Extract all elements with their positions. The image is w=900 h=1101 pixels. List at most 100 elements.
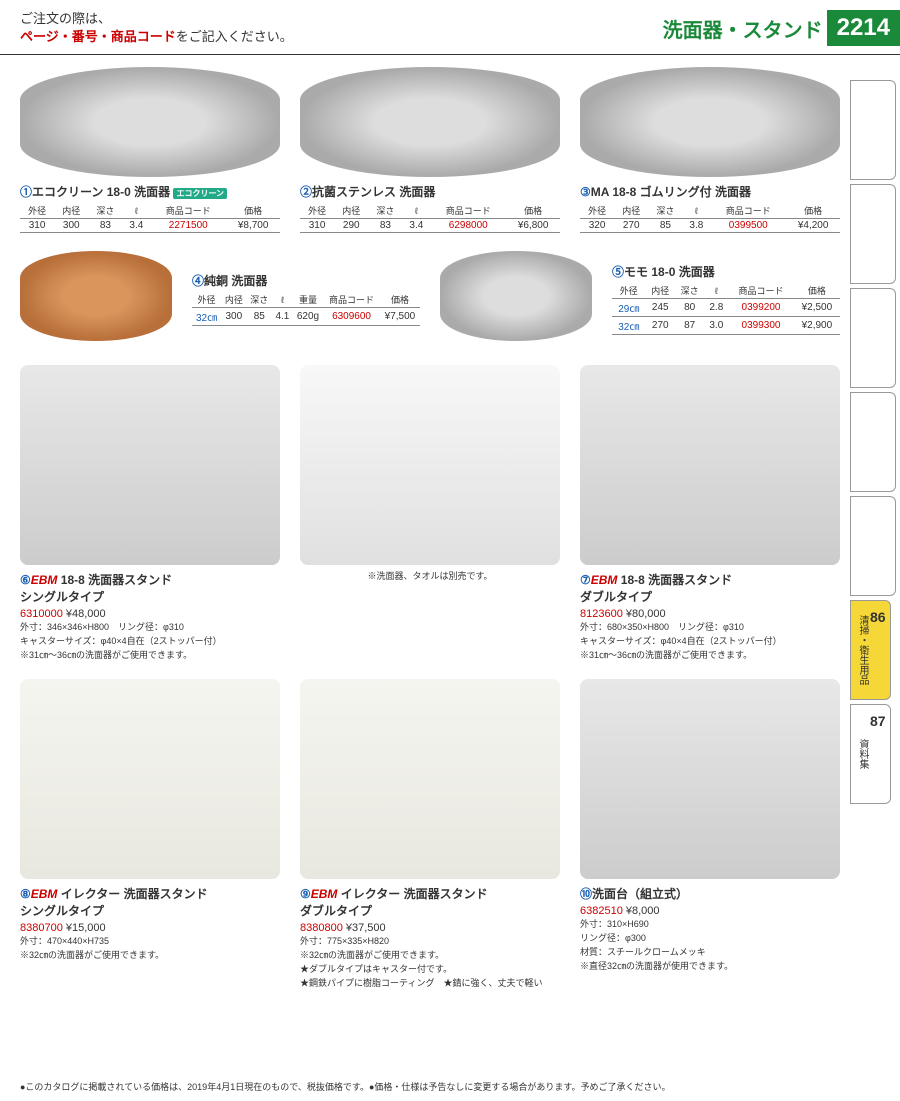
- spec-note: リング径：φ300: [580, 933, 840, 945]
- product-image: [300, 679, 560, 879]
- product-6-alt: ※洗面器、タオルは別売です。: [300, 365, 560, 661]
- item-num: ①: [20, 185, 32, 199]
- item-num: ②: [300, 185, 312, 199]
- brand: EBM: [31, 573, 58, 587]
- footer-disclaimer: ●このカタログに掲載されている価格は、2019年4月1日現在のもので、税抜価格で…: [20, 1080, 840, 1093]
- product-image: [20, 67, 280, 177]
- spec-note: 外寸：470×440×H735: [20, 936, 280, 948]
- brand: EBM: [31, 887, 58, 901]
- item-num: ⑨: [300, 887, 311, 901]
- tab-86[interactable]: 86 清掃・衛生用品: [850, 600, 891, 700]
- spec-note: ※直径32㎝の洗面器が使用できます。: [580, 961, 840, 973]
- item-num: ⑤: [612, 265, 624, 279]
- item-name: エコクリーン 18-0 洗面器: [32, 185, 170, 199]
- instr-red: ページ・番号・商品コード: [20, 29, 176, 44]
- tab-number: 86: [870, 609, 886, 625]
- product-code: 6382510: [580, 905, 623, 917]
- product-image: [20, 679, 280, 879]
- item-name: 洗面台（組立式）: [592, 887, 688, 901]
- brand: EBM: [311, 887, 338, 901]
- item-name: イレクター 洗面器スタンド: [337, 887, 487, 901]
- product-4: [20, 251, 172, 347]
- page-number: 2214: [827, 10, 900, 46]
- product-image: [580, 365, 840, 565]
- item-num: ⑦: [580, 573, 591, 587]
- spec-note: キャスターサイズ：φ40×4自在（2ストッパー付）: [580, 636, 840, 648]
- item-name: モモ 18-0 洗面器: [624, 265, 715, 279]
- product-4-specs: ④純銅 洗面器 外径内径深さℓ重量商品コード価格 32㎝300854.1620g…: [192, 272, 420, 326]
- item-num: ⑧: [20, 887, 31, 901]
- tab-number: 87: [870, 713, 886, 729]
- product-code: 6310000: [20, 608, 63, 620]
- product-image: [580, 67, 840, 177]
- product-image: [300, 67, 560, 177]
- brand: EBM: [591, 573, 618, 587]
- category-title: 洗面器・スタンド: [663, 14, 823, 43]
- product-2: ②抗菌ステンレス 洗面器 外径内径深さℓ商品コード価格 310290833.46…: [300, 67, 560, 233]
- section-tabs: 86 清掃・衛生用品 87 資料集: [850, 80, 896, 808]
- item-subtype: ダブルタイプ: [300, 904, 372, 918]
- price: ¥37,500: [346, 922, 386, 934]
- spec-note: 外寸：775×335×H820: [300, 936, 560, 948]
- price: ¥48,000: [66, 608, 106, 620]
- item-subtype: ダブルタイプ: [580, 590, 652, 604]
- item-subtype: シングルタイプ: [20, 590, 104, 604]
- product-10: ⑩洗面台（組立式） 6382510 ¥8,000 外寸：310×H690 リング…: [580, 679, 840, 989]
- product-image: [300, 365, 560, 565]
- spec-note: ※31㎝〜36㎝の洗面器がご使用できます。: [580, 650, 840, 662]
- product-image: [20, 365, 280, 565]
- page-header: ご注文の際は、 ページ・番号・商品コードをご記入ください。 洗面器・スタンド 2…: [0, 0, 900, 55]
- item-name: 純銅 洗面器: [204, 274, 267, 288]
- item-num: ④: [192, 274, 204, 288]
- instr-line2: をご記入ください。: [176, 29, 293, 44]
- tab-blank: [850, 80, 896, 180]
- item-name: 18-8 洗面器スタンド: [617, 573, 732, 587]
- product-image: [20, 251, 172, 341]
- product-image: [580, 679, 840, 879]
- product-9: ⑨EBM イレクター 洗面器スタンドダブルタイプ 8380800 ¥37,500…: [300, 679, 560, 989]
- spec-table: 外径内径深さℓ商品コード価格 310290833.46298000¥6,800: [300, 203, 560, 233]
- product-code: 8380700: [20, 922, 63, 934]
- spec-table: 外径内径深さℓ商品コード価格 320270853.80399500¥4,200: [580, 203, 840, 233]
- product-7: ⑦EBM 18-8 洗面器スタンドダブルタイプ 8123600 ¥80,000 …: [580, 365, 840, 661]
- item-subtype: シングルタイプ: [20, 904, 104, 918]
- tab-label: 清掃・衛生用品: [857, 615, 868, 685]
- item-name: 抗菌ステンレス 洗面器: [312, 185, 435, 199]
- tab-blank: [850, 184, 896, 284]
- spec-table: 外径内径深さℓ重量商品コード価格 32㎝300854.1620g6309600¥…: [192, 292, 420, 326]
- spec-note: 材質：スチールクロームメッキ: [580, 947, 840, 959]
- tab-label: 資料集: [857, 739, 868, 769]
- price: ¥15,000: [66, 922, 106, 934]
- instr-line1: ご注文の際は、: [20, 11, 111, 26]
- product-5-specs: ⑤モモ 18-0 洗面器 外径内径深さℓ商品コード価格 29㎝245802.80…: [612, 263, 840, 335]
- tab-blank: [850, 496, 896, 596]
- price: ¥80,000: [626, 608, 666, 620]
- product-image: [440, 251, 592, 341]
- product-code: 8123600: [580, 608, 623, 620]
- tab-87[interactable]: 87 資料集: [850, 704, 891, 804]
- order-instruction: ご注文の際は、 ページ・番号・商品コードをご記入ください。: [20, 10, 293, 46]
- tab-blank: [850, 288, 896, 388]
- image-caption: ※洗面器、タオルは別売です。: [300, 571, 560, 583]
- item-num: ③: [580, 185, 591, 199]
- item-num: ⑥: [20, 573, 31, 587]
- spec-note: 外寸：346×346×H800 リング径：φ310: [20, 622, 280, 634]
- spec-note: 外寸：680×350×H800 リング径：φ310: [580, 622, 840, 634]
- spec-note: ※32㎝の洗面器がご使用できます。: [300, 950, 560, 962]
- eco-badge: エコクリーン: [173, 188, 227, 199]
- product-code: 8380800: [300, 922, 343, 934]
- spec-note: ★鋼鉄パイプに樹脂コーティング: [300, 978, 434, 988]
- spec-table: 外径内径深さℓ商品コード価格 29㎝245802.80399200¥2,500 …: [612, 283, 840, 335]
- product-1: ①エコクリーン 18-0 洗面器 エコクリーン 外径内径深さℓ商品コード価格 3…: [20, 67, 280, 233]
- spec-table: 外径内径深さℓ商品コード価格 310300833.42271500¥8,700: [20, 203, 280, 233]
- spec-note: ※31㎝〜36㎝の洗面器がご使用できます。: [20, 650, 280, 662]
- product-3: ③MA 18-8 ゴムリング付 洗面器 外径内径深さℓ商品コード価格 32027…: [580, 67, 840, 233]
- product-8: ⑧EBM イレクター 洗面器スタンドシングルタイプ 8380700 ¥15,00…: [20, 679, 280, 989]
- tab-blank: [850, 392, 896, 492]
- product-6: ⑥EBM 18-8 洗面器スタンドシングルタイプ 6310000 ¥48,000…: [20, 365, 280, 661]
- spec-note: ★錆に強く、丈夫で軽い: [443, 978, 542, 988]
- price: ¥8,000: [626, 905, 660, 917]
- spec-note: 外寸：310×H690: [580, 919, 840, 931]
- spec-note: キャスターサイズ：φ40×4自在（2ストッパー付）: [20, 636, 280, 648]
- spec-note: ※32㎝の洗面器がご使用できます。: [20, 950, 280, 962]
